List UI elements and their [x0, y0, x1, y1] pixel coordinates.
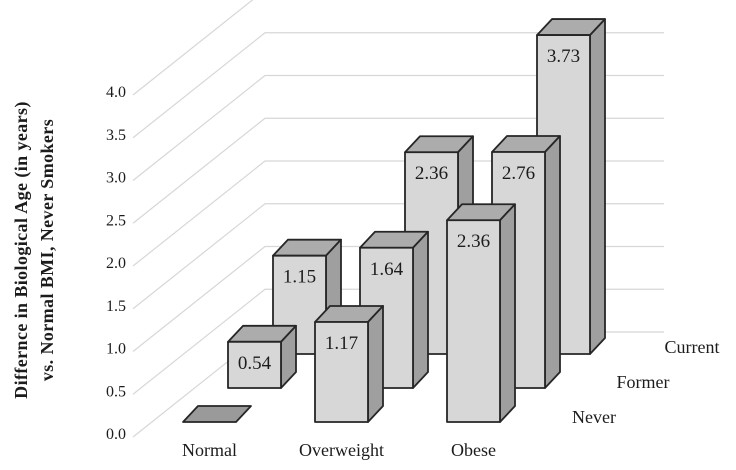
- ytick-label: 2.5: [106, 212, 126, 229]
- depth-axis-label: Former: [617, 372, 670, 392]
- category-label: Normal: [182, 440, 237, 460]
- bar-front-face: [227, 340, 282, 389]
- ytick-label: 0.5: [106, 383, 126, 400]
- zero-value-tile: [182, 405, 252, 423]
- y-axis-title-line-1: Differnce in Biological Age (in years): [11, 101, 31, 399]
- depth-axis-label: Never: [572, 407, 616, 427]
- bar-front-face: [446, 219, 501, 423]
- y-axis-title-line-2: vs. Normal BMI, Never Smokers: [37, 118, 57, 382]
- ytick-label: 1.0: [106, 341, 126, 358]
- bar-side-face: [544, 135, 561, 389]
- gridline: [132, 117, 664, 224]
- ytick-label: 1.5: [106, 298, 126, 315]
- bar-value-label: 1.15: [283, 267, 316, 288]
- ytick-label: 0.0: [106, 426, 126, 443]
- bar-value-label: 2.36: [415, 163, 448, 184]
- bar-value-label: 1.64: [370, 259, 404, 280]
- bar-side-face: [412, 230, 429, 389]
- bar-value-label: 3.73: [547, 46, 580, 67]
- bar-value-label: 2.36: [457, 231, 490, 252]
- ytick-label: 2.0: [106, 255, 126, 272]
- bar-side-face: [589, 18, 606, 355]
- gridline: [132, 0, 254, 96]
- category-label: Obese: [451, 440, 496, 460]
- bar-value-label: 0.54: [238, 353, 272, 374]
- bar-side-face: [367, 305, 384, 423]
- bar-front-face: [314, 321, 369, 423]
- gridline: [132, 32, 664, 139]
- ytick-label: 3.0: [106, 170, 126, 187]
- ytick-label: 4.0: [106, 84, 126, 101]
- bar-value-label: 2.76: [502, 163, 535, 184]
- gridline: [132, 74, 664, 181]
- depth-axis-label: Current: [665, 337, 720, 357]
- ytick-label: 3.5: [106, 127, 126, 144]
- bar-side-face: [499, 203, 516, 423]
- bar-value-label: 1.17: [325, 333, 358, 354]
- category-label: Overweight: [299, 440, 384, 460]
